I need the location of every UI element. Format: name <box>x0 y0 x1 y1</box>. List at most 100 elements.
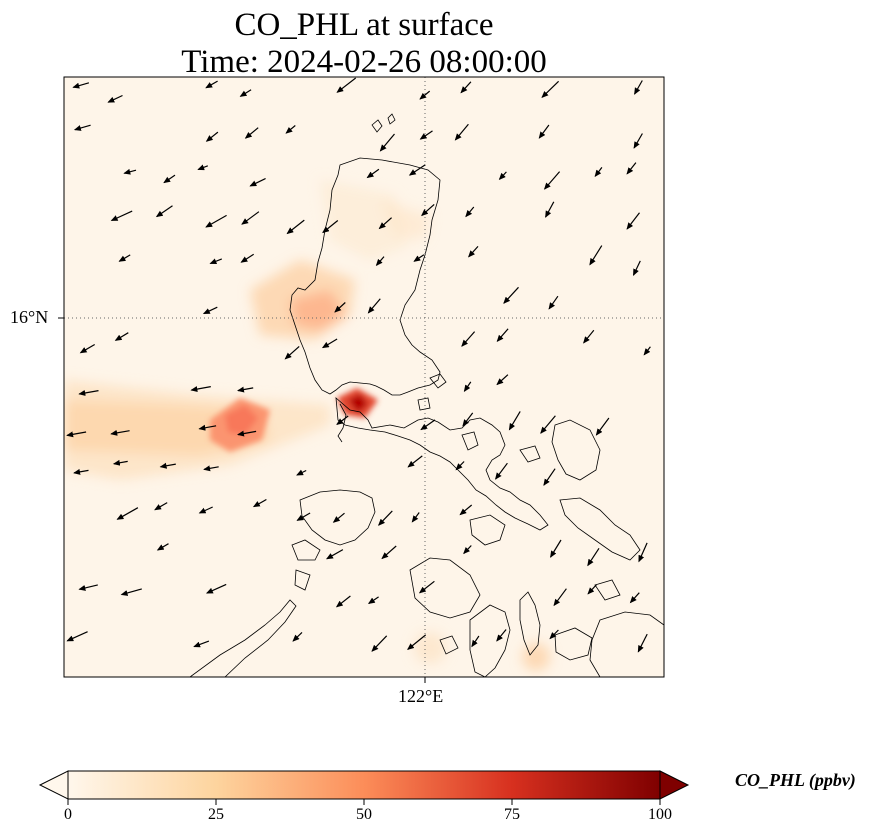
wind-arrow <box>120 588 142 596</box>
coastline-samar <box>551 419 601 481</box>
field-background <box>64 77 664 677</box>
colorbar-extend-high <box>659 770 690 800</box>
wind-arrow <box>202 306 218 315</box>
wind-arrow <box>154 502 168 511</box>
wind-arrow <box>118 254 131 262</box>
wind-arrow <box>408 164 426 176</box>
wind-arrow <box>79 343 96 354</box>
colorbar-extend-low <box>38 770 69 800</box>
wind-arrow <box>156 543 169 551</box>
coastline-luzon-north <box>289 157 441 396</box>
wind-arrow <box>163 174 176 184</box>
colorbar-label-100: 100 <box>648 806 672 823</box>
wind-arrow <box>413 254 425 262</box>
wind-arrow <box>332 512 345 523</box>
wind-arrow <box>589 245 603 266</box>
colorbar-label-25: 25 <box>208 806 224 823</box>
wind-arrow <box>241 211 260 225</box>
wind-arrow <box>543 468 556 486</box>
wind-arrow <box>421 203 435 217</box>
wind-arrow <box>550 539 562 558</box>
coastline-bohol <box>554 627 593 661</box>
wind-arrow <box>626 212 640 230</box>
coastline-negros <box>469 604 511 677</box>
wind-arrow <box>197 164 209 171</box>
wind-arrow <box>203 465 219 472</box>
wind-arrow <box>454 123 469 141</box>
wind-arrow <box>587 547 600 567</box>
concentration-field <box>64 77 664 677</box>
wind-arrow <box>418 580 435 594</box>
wind-arrow <box>629 592 640 604</box>
wind-arrow <box>594 167 603 177</box>
wind-arrow <box>496 374 509 386</box>
lat-label-16n: 16°N <box>10 307 49 327</box>
wind-arrow <box>198 506 213 514</box>
wind-arrow <box>321 338 338 349</box>
coastline-masbate <box>469 514 506 546</box>
wind-arrow <box>538 124 550 139</box>
wind-arrow <box>465 206 475 218</box>
wind-arrow <box>66 631 88 642</box>
wind-arrow <box>66 431 87 438</box>
wind-arrow <box>239 89 252 97</box>
wind-vectors <box>66 77 651 653</box>
wind-arrow <box>626 162 637 175</box>
wind-arrow <box>543 171 561 190</box>
colorbar-title: CO_PHL (ppbv) <box>735 770 856 790</box>
wind-arrow <box>336 415 349 425</box>
wind-arrow <box>205 80 218 89</box>
wind-arrow <box>322 220 339 234</box>
coastline-panay <box>409 557 481 619</box>
plume-south-b <box>414 632 446 664</box>
map-title: CO_PHL at surface <box>234 7 494 43</box>
wind-arrow <box>463 545 472 555</box>
wind-arrow <box>460 81 472 94</box>
coastline-bataan <box>337 403 347 443</box>
wind-arrow <box>366 168 380 179</box>
wind-arrow <box>73 468 89 475</box>
wind-arrow <box>159 462 176 469</box>
wind-arrow <box>110 429 130 436</box>
coastline-mindoro <box>299 489 376 546</box>
colorbar-body <box>67 770 661 800</box>
wind-arrow <box>252 498 267 508</box>
wind-arrow <box>205 214 227 228</box>
plume-north-luzon <box>320 180 410 260</box>
wind-arrow <box>334 302 346 313</box>
wind-arrow <box>367 596 379 605</box>
wind-arrow <box>634 80 643 95</box>
wind-arrow <box>336 77 357 93</box>
wind-arrow <box>549 629 559 640</box>
wind-arrow <box>237 386 254 393</box>
colorbar <box>38 770 690 805</box>
wind-arrow <box>496 328 509 342</box>
wind-arrow <box>205 583 227 594</box>
wind-arrow <box>379 133 395 152</box>
wind-arrow <box>643 346 651 356</box>
wind-arrow <box>378 217 392 230</box>
coastlines <box>189 113 664 677</box>
plume-layer <box>64 180 550 671</box>
coastline-small-islands <box>291 113 621 655</box>
wind-arrow <box>459 504 473 516</box>
wind-arrow <box>244 127 259 139</box>
wind-arrow <box>463 381 472 393</box>
wind-arrow <box>496 629 507 642</box>
wind-arrow <box>471 635 480 648</box>
wind-arrow <box>595 417 610 436</box>
wind-arrow <box>419 130 433 140</box>
plume-south <box>522 643 550 671</box>
wind-arrow <box>540 415 556 434</box>
wind-arrow <box>462 412 474 427</box>
hotspot-layer <box>210 388 378 452</box>
hotspot-west-core <box>225 405 258 435</box>
wind-arrow <box>155 205 173 218</box>
plume-north-luzon-b <box>380 200 430 240</box>
plume-16n-core <box>290 290 345 330</box>
wind-arrow <box>420 419 436 431</box>
wind-arrow <box>407 634 427 651</box>
wind-arrow <box>371 635 388 652</box>
wind-arrow <box>583 329 595 344</box>
